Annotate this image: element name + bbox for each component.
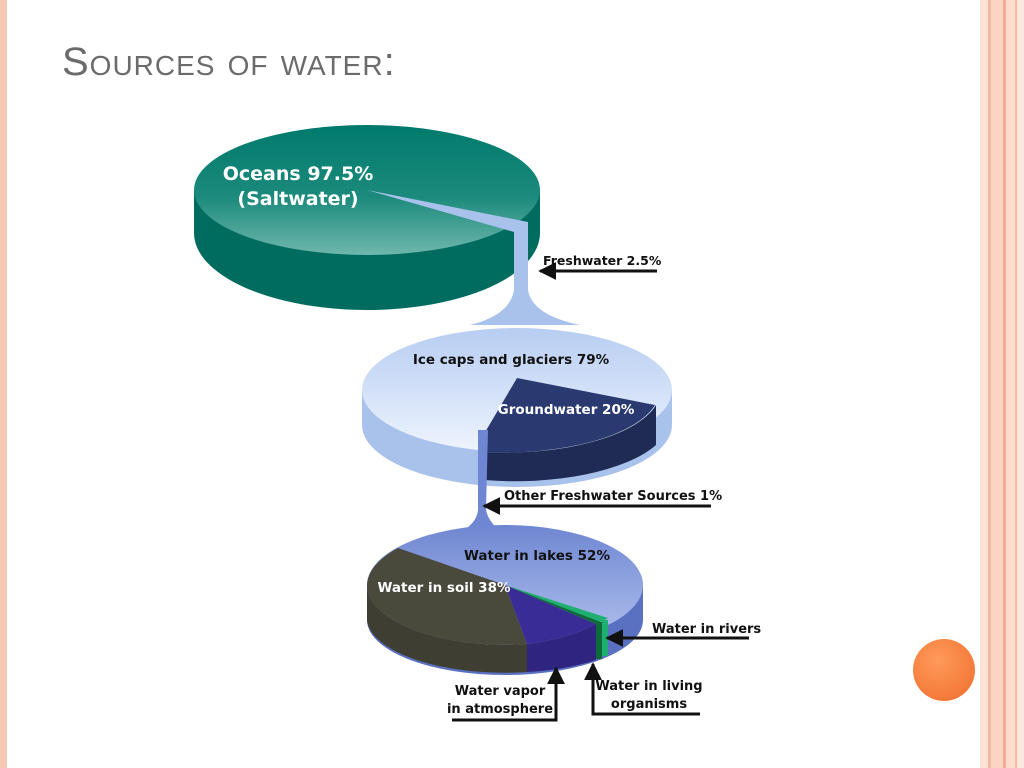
slide-title: Sources of water: [62,40,396,84]
living-label-line2: organisms [611,697,687,712]
lakes-label: Water in lakes 52% [464,548,610,564]
other-freshwater-label: Other Freshwater Sources 1% [504,489,722,504]
living-organisms-side [596,622,602,659]
vapor-callout: Water vapor in atmosphere [447,666,565,722]
groundwater-label: Groundwater 20% [498,402,635,418]
other-freshwater-callout: Other Freshwater Sources 1% [482,489,722,515]
other-freshwater-pie: Water in lakes 52% Water in soil 38% [367,525,643,675]
vapor-wedge [505,585,596,644]
rivers-label: Water in rivers [652,622,761,637]
groundwater-side [484,405,656,482]
freshwater-label: Freshwater 2.5% [543,253,662,268]
other-freshwater-connector [440,430,520,540]
vapor-label-line2: in atmosphere [447,702,553,717]
freshwater-wedge [367,190,528,236]
ice-caps-label: Ice caps and glaciers 79% [413,352,610,368]
living-organisms-wedge [505,585,601,624]
soil-label: Water in soil 38% [377,580,510,596]
oceans-pie: Oceans 97.5% (Saltwater) [194,125,540,310]
living-organisms-callout: Water in living organisms [584,662,703,716]
living-organisms-arrow [584,662,700,716]
ice-caps-pie: Ice caps and glaciers 79% Groundwater 20… [362,328,672,487]
rivers-callout: Water in rivers [605,622,761,647]
groundwater-wedge [484,378,655,453]
saltwater-label: (Saltwater) [237,188,358,210]
rivers-wedge [505,585,608,622]
soil-side [367,585,527,673]
rivers-side [602,620,608,656]
decorative-stripes [980,0,1024,768]
orange-circle-decoration [913,639,975,701]
vapor-arrow [452,666,565,722]
freshwater-callout: Freshwater 2.5% [538,253,662,280]
vapor-side [527,624,596,672]
oceans-label: Oceans 97.5% [223,163,374,185]
living-label-line1: Water in living [595,679,702,694]
freshwater-connector [470,228,580,325]
vapor-label-line1: Water vapor [455,684,546,699]
soil-wedge [367,548,527,645]
